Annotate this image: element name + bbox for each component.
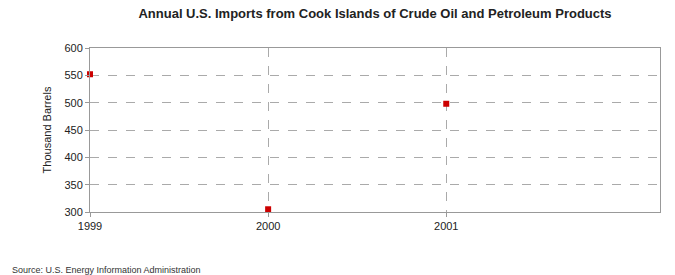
svg-text:550: 550 [64,69,82,81]
svg-text:300: 300 [64,206,82,218]
svg-text:600: 600 [64,42,82,54]
svg-text:2001: 2001 [434,220,458,232]
svg-text:2000: 2000 [256,220,280,232]
svg-text:Annual U.S. Imports from Cook: Annual U.S. Imports from Cook Islands of… [138,6,611,21]
svg-text:Thousand Barrels: Thousand Barrels [41,86,53,173]
svg-text:Source: U.S. Energy Informatio: Source: U.S. Energy Information Administ… [12,265,201,275]
svg-text:350: 350 [64,179,82,191]
svg-text:450: 450 [64,124,82,136]
svg-text:500: 500 [64,97,82,109]
svg-text:1999: 1999 [78,220,102,232]
svg-text:400: 400 [64,151,82,163]
